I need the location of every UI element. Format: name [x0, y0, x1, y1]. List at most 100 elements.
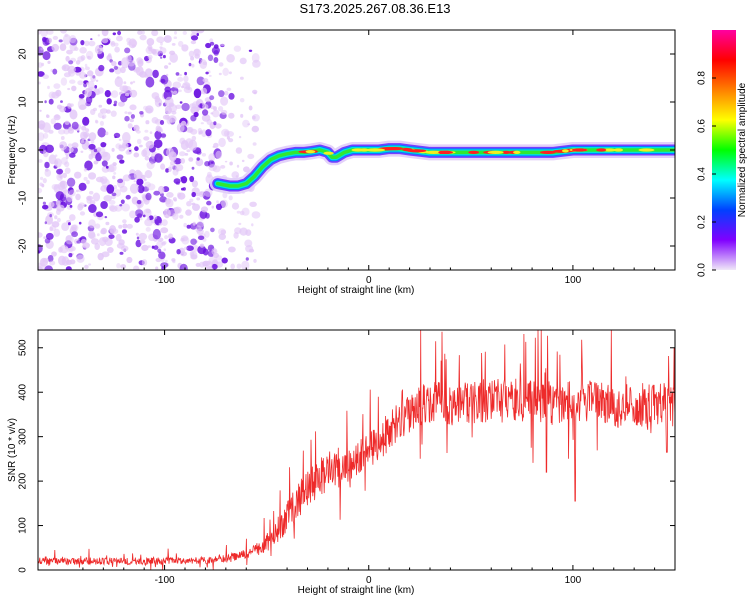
- noise-speckle: [193, 48, 200, 55]
- noise-speckle: [51, 251, 57, 257]
- noise-speckle: [202, 248, 209, 256]
- noise-speckle: [239, 227, 248, 236]
- noise-speckle: [82, 116, 90, 126]
- noise-speckle: [205, 129, 212, 137]
- noise-speckle: [86, 180, 90, 185]
- noise-speckle: [77, 98, 87, 111]
- noise-speckle: [122, 132, 131, 143]
- noise-speckle: [88, 219, 96, 229]
- noise-speckle: [83, 167, 88, 172]
- noise-speckle: [67, 128, 74, 134]
- noise-speckle: [45, 215, 53, 225]
- snr-y-tick-label: 300: [18, 428, 29, 445]
- noise-speckle: [151, 30, 159, 37]
- noise-speckle: [204, 230, 210, 238]
- noise-speckle: [65, 234, 74, 245]
- noise-speckle: [133, 152, 140, 158]
- noise-speckle: [196, 32, 199, 37]
- noise-speckle: [53, 184, 61, 193]
- noise-speckle: [168, 62, 172, 65]
- noise-speckle: [196, 30, 205, 34]
- noise-speckle: [218, 90, 225, 98]
- noise-speckle: [196, 228, 204, 236]
- noise-speckle: [125, 194, 131, 200]
- signal-hotspot: [540, 150, 556, 154]
- noise-speckle: [191, 166, 195, 170]
- noise-speckle: [94, 223, 101, 229]
- noise-speckle: [204, 188, 213, 197]
- noise-speckle: [155, 266, 159, 270]
- noise-speckle: [60, 157, 68, 165]
- noise-speckle: [126, 256, 133, 264]
- noise-speckle: [172, 168, 179, 176]
- signal-hotspot: [424, 150, 443, 154]
- noise-speckle: [220, 229, 227, 235]
- noise-speckle: [60, 77, 68, 86]
- noise-speckle: [38, 132, 45, 141]
- noise-speckle: [90, 75, 97, 82]
- noise-speckle: [48, 91, 56, 99]
- noise-speckle: [133, 124, 140, 132]
- noise-speckle: [168, 169, 171, 172]
- noise-speckle: [42, 74, 49, 79]
- noise-speckle: [44, 265, 53, 270]
- noise-speckle: [141, 244, 149, 251]
- noise-speckle: [220, 165, 226, 169]
- noise-speckle: [248, 248, 255, 253]
- noise-speckle: [54, 158, 62, 168]
- spectrogram-x-label: Height of straight line (km): [298, 285, 415, 296]
- noise-speckle: [179, 74, 182, 77]
- noise-speckle: [58, 39, 63, 43]
- noise-speckle: [84, 63, 88, 68]
- noise-speckle: [120, 66, 126, 74]
- noise-speckle: [39, 257, 49, 267]
- noise-speckle: [126, 42, 132, 46]
- noise-speckle: [106, 184, 115, 194]
- noise-speckle: [182, 82, 191, 89]
- noise-speckle: [47, 85, 50, 90]
- noise-speckle: [212, 165, 221, 173]
- noise-speckle: [179, 263, 188, 270]
- noise-speckle: [168, 102, 175, 107]
- noise-speckle: [166, 192, 174, 198]
- noise-speckle: [248, 105, 253, 111]
- colorbar-tick-label: 0.6: [697, 119, 708, 133]
- noise-speckle: [103, 195, 112, 202]
- noise-speckle: [210, 227, 215, 233]
- noise-speckle: [216, 200, 219, 204]
- noise-speckle: [65, 266, 72, 270]
- noise-speckle: [180, 158, 186, 164]
- noise-speckle: [196, 221, 205, 228]
- colorbar-ticks: 0.0 0.2 0.4 0.6 0.8: [697, 71, 716, 277]
- noise-speckle: [114, 76, 124, 88]
- noise-speckle: [193, 88, 202, 99]
- noise-speckle: [50, 118, 56, 125]
- noise-speckle: [175, 104, 182, 110]
- noise-speckle: [164, 65, 169, 69]
- noise-speckle: [135, 239, 142, 248]
- noise-speckle: [95, 211, 104, 218]
- noise-speckle: [239, 210, 245, 216]
- noise-speckle: [43, 257, 49, 263]
- noise-speckle: [137, 213, 143, 219]
- noise-speckle: [87, 70, 94, 77]
- noise-speckle: [196, 157, 200, 161]
- noise-speckle: [240, 113, 244, 118]
- noise-speckle: [168, 115, 177, 123]
- noise-speckle: [93, 160, 99, 165]
- noise-speckle: [54, 114, 60, 119]
- noise-speckle: [198, 107, 202, 110]
- noise-speckle: [45, 144, 54, 153]
- noise-speckle: [122, 85, 129, 93]
- noise-speckle: [223, 90, 229, 96]
- noise-speckle: [122, 219, 127, 224]
- noise-speckle: [96, 233, 100, 237]
- noise-speckle: [94, 44, 104, 55]
- noise-speckle: [47, 255, 54, 263]
- noise-speckle: [247, 153, 255, 160]
- noise-speckle: [88, 230, 96, 239]
- noise-speckle: [146, 217, 151, 220]
- noise-speckle: [229, 161, 233, 166]
- noise-speckle: [40, 47, 44, 51]
- noise-speckle: [189, 198, 194, 203]
